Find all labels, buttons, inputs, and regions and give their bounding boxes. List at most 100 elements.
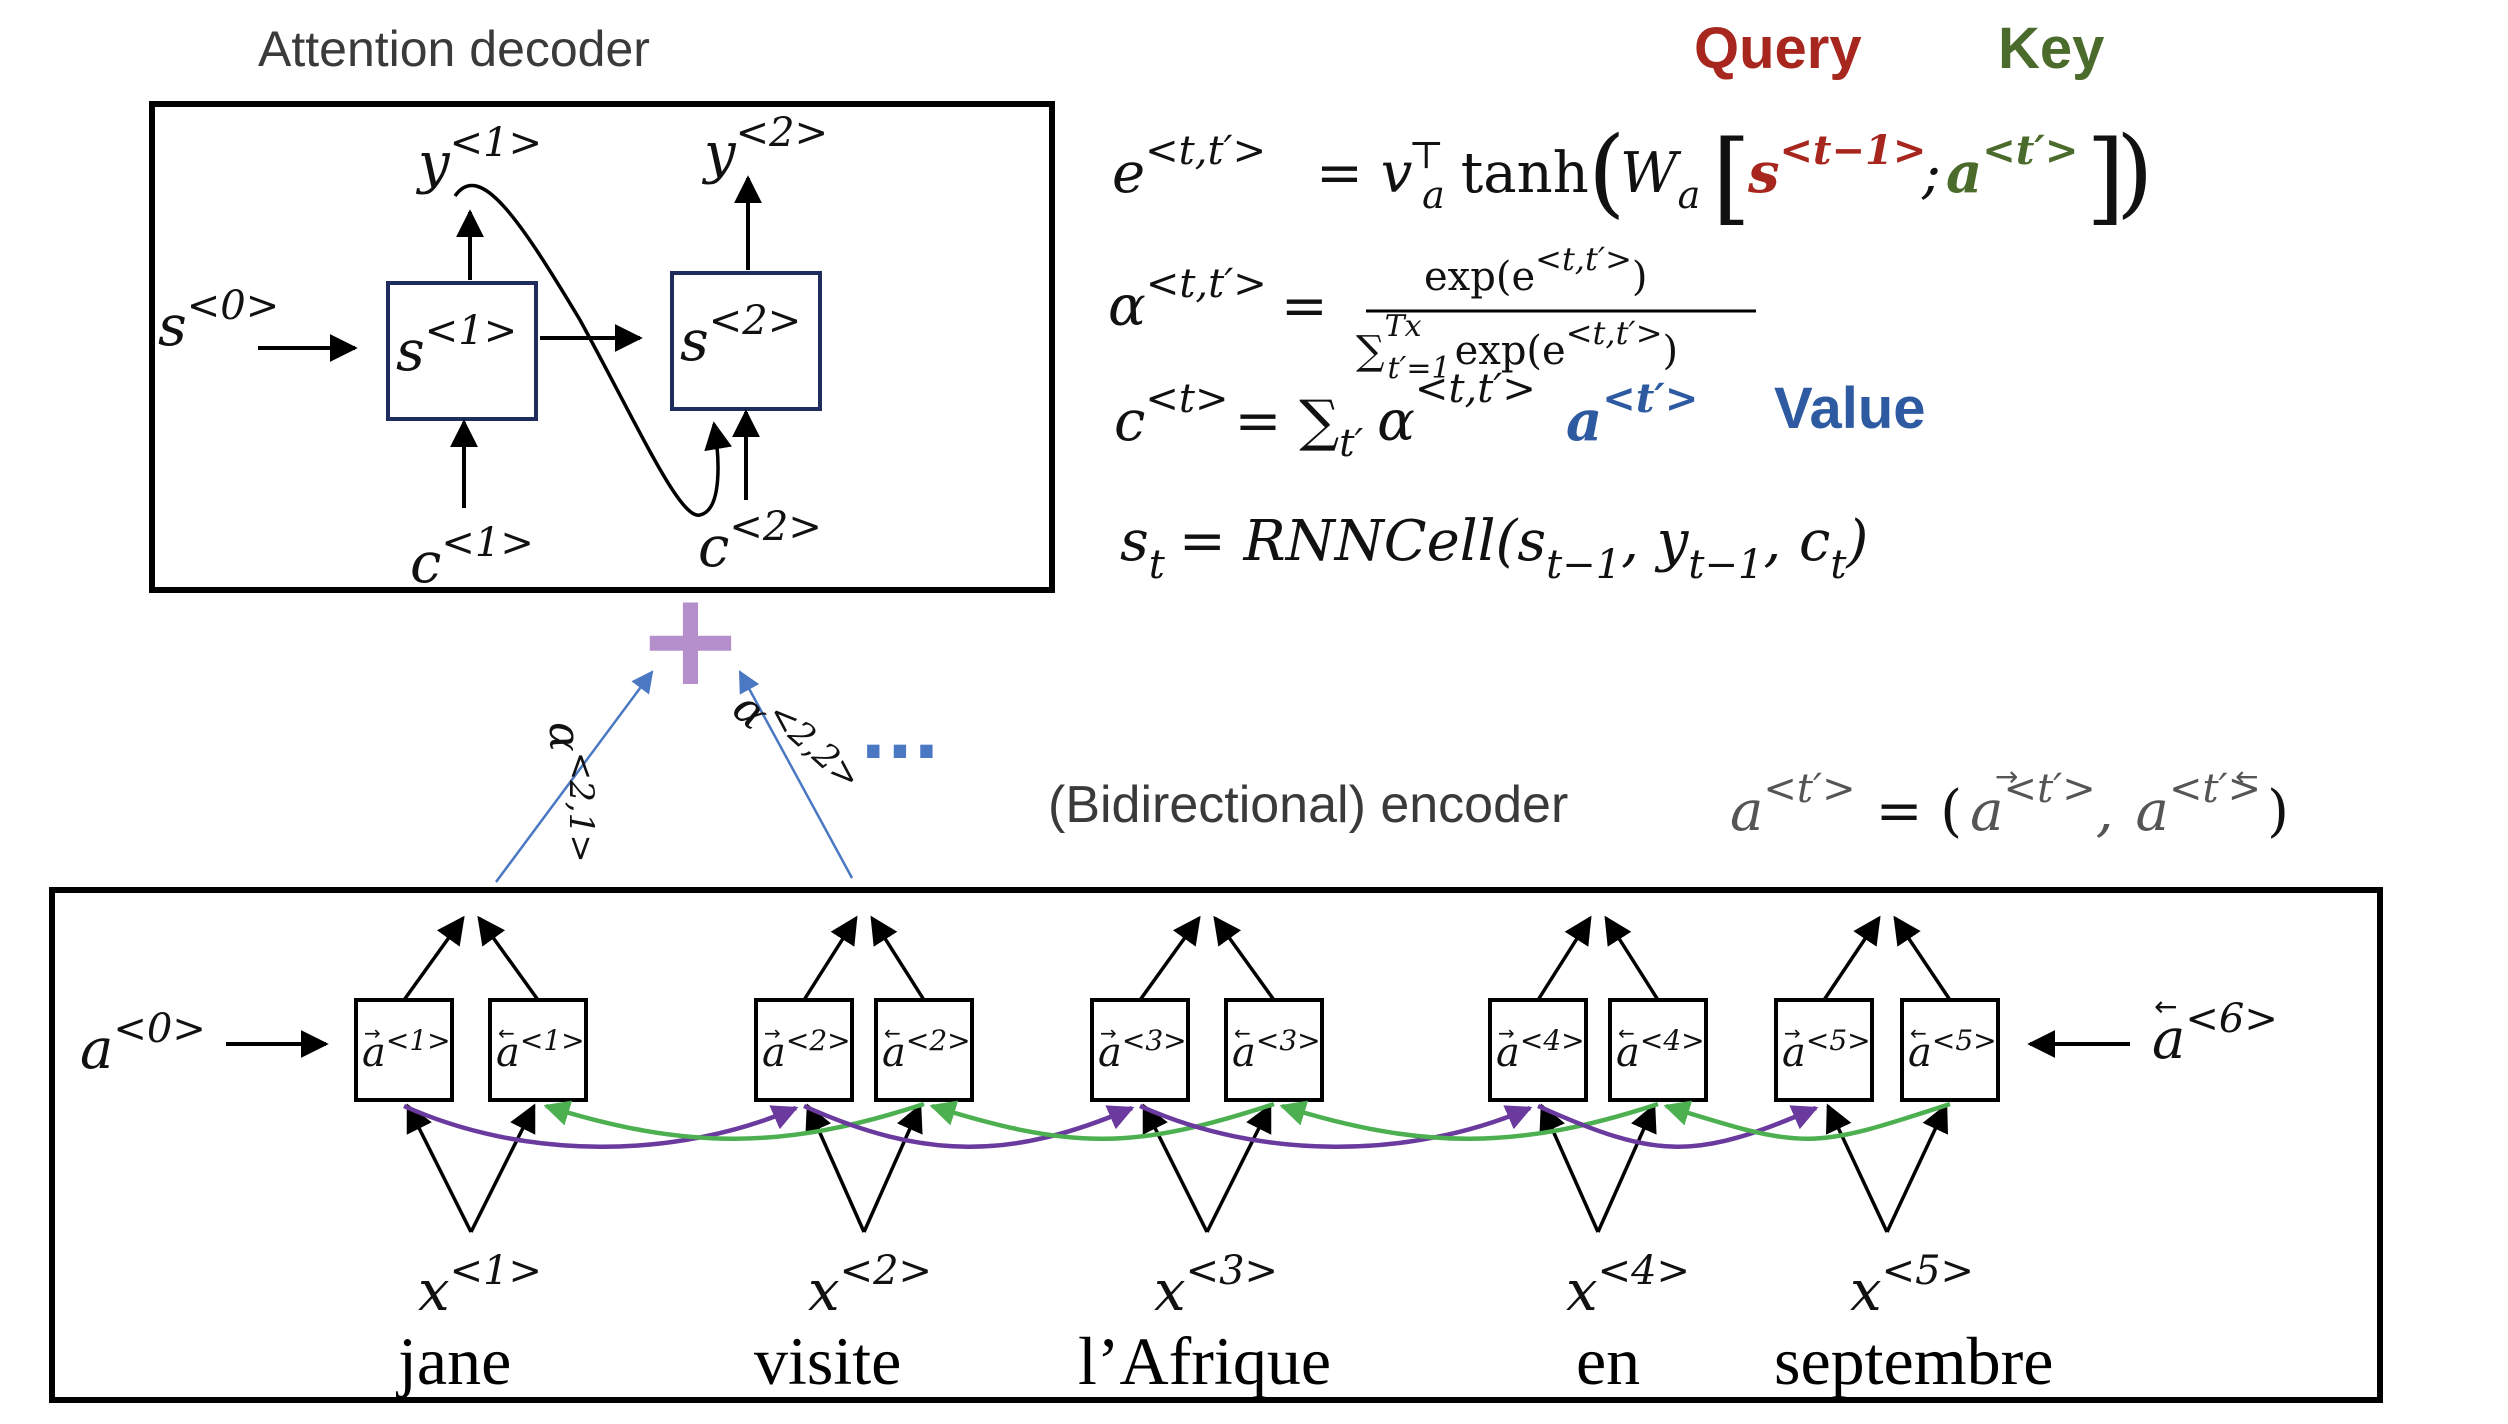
decoder-s2-label: s<2> [680, 298, 801, 374]
encoder-backward-output-arrow-1 [477, 915, 540, 1002]
encoder-backward-cell-5 [1900, 998, 2000, 1102]
encoder-word-5: septembre [1774, 1323, 2053, 1399]
encoder-input-label-5: x<5> [1850, 1248, 1974, 1324]
encoder-forward-label-3: a<3> [1098, 1024, 1187, 1076]
encoder-title: (Bidirectional) encoder [1048, 776, 1568, 834]
encoder-input-label-1: x<1> [418, 1248, 542, 1324]
attention-line-1 [494, 670, 654, 883]
eq-c: c<t> = ∑t′ α<t,t′> [1114, 366, 1536, 465]
forward-recurrence-arrow-2 [803, 1103, 1135, 1149]
encoder-backward-label-3-direction-icon: ← [1234, 1021, 1251, 1045]
encoder-backward-label-1: a<1> [496, 1024, 585, 1076]
decoder-frame [149, 101, 1055, 593]
encoder-definition: a<t′> = (a<t′>, a<t′>) [1730, 766, 2289, 844]
encoder-backward-label-5-direction-icon: ← [1910, 1021, 1927, 1045]
encoder-forward-label-2: a<2> [762, 1024, 851, 1076]
encoder-forward-label-5-direction-icon: → [1784, 1021, 1801, 1045]
legend-key: Key [1998, 16, 2104, 81]
encoder-word-4: en [1576, 1323, 1640, 1399]
encoder-backward-label-4: a<4> [1616, 1024, 1705, 1076]
encoder-forward-cell-5 [1774, 998, 1874, 1102]
encoder-forward-label-4-direction-icon: → [1498, 1021, 1515, 1045]
eq-e-bracket-open: [ [1712, 119, 1751, 236]
encoder-input-backward-arrow-3 [1205, 1103, 1272, 1233]
encoder-word-1: jane [396, 1323, 511, 1399]
encoder-backward-label-1-direction-icon: ← [498, 1021, 515, 1045]
attention-dots: ... [860, 693, 940, 775]
encoder-input-backward-arrow-5 [1885, 1103, 1948, 1233]
encoder-forward-label-2-direction-icon: → [764, 1021, 781, 1045]
encoder-backward-output-arrow-2 [870, 915, 926, 1001]
encoder-backward-label-3: a<3> [1232, 1024, 1321, 1076]
encoder-input-forward-arrow-1 [406, 1103, 473, 1233]
attention-weight-2: α<2,2> [723, 674, 869, 814]
encoder-backward-output-arrow-5 [1893, 915, 1952, 1001]
eq-e: e<t,t′> [1112, 128, 1266, 206]
forward-recurrence-arrow-4 [1537, 1103, 1819, 1149]
eq-s-rule: st = RNNCell(st−1, yt−1, ct) [1120, 509, 1868, 588]
attention-weight-1: α<2,1> [539, 722, 601, 863]
encoder-backward-output-arrow-3 [1213, 915, 1276, 1002]
eq-alpha-denominator: ∑Tx t′=1 exp(e<t,t′>) [1356, 309, 1678, 386]
encoder-forward-label-4: a<4> [1496, 1024, 1585, 1076]
encoder-forward-label-1-direction-icon: → [364, 1021, 381, 1045]
encoder-a0-label: a<0> [80, 1006, 206, 1082]
backward-recurrence-arrow-4 [1663, 1100, 1951, 1141]
encoder-input-label-2: x<2> [808, 1248, 932, 1324]
encoder-forward-label-1: a<1> [362, 1024, 451, 1076]
encoder-input-forward-arrow-5 [1826, 1103, 1889, 1233]
decoder-c2-label: c<2> [698, 504, 822, 580]
decoder-s0-label: s<0> [158, 283, 279, 359]
encoder-input-forward-arrow-2 [805, 1103, 866, 1233]
encoder-forward-output-arrow-3 [1138, 915, 1201, 1002]
encoder-def-bwd-arrow: ← [2235, 760, 2258, 793]
legend-value: Value [1774, 376, 1926, 441]
encoder-frame [49, 887, 2383, 1403]
encoder-backward-cell-2 [874, 998, 974, 1102]
legend-query: Query [1694, 16, 1862, 81]
encoder-backward-cell-3 [1224, 998, 1324, 1102]
eq-e-bracket-close: ] [2086, 119, 2125, 236]
forward-recurrence-arrow-3 [1139, 1103, 1533, 1149]
eq-c-a: a<t′> [1566, 375, 1698, 454]
decoder-c1-label: c<1> [410, 520, 534, 596]
forward-recurrence-arrow-1 [403, 1103, 799, 1149]
decoder-cell-s2 [670, 271, 822, 411]
encoder-backward-label-4-direction-icon: ← [1618, 1021, 1635, 1045]
encoder-def-fwd-arrow: → [1995, 760, 2018, 793]
eq-alpha-numerator: exp(e<t,t′>) [1424, 240, 1648, 300]
backward-recurrence-arrow-1 [543, 1100, 925, 1141]
eq-alpha: α<t,t′> = [1108, 261, 1328, 339]
eq-e-W: Wa [1620, 141, 1700, 217]
encoder-forward-output-arrow-4 [1536, 915, 1592, 1001]
encoder-backward-label-5: a<5> [1908, 1024, 1997, 1076]
encoder-backward-label-2: a<2> [882, 1024, 971, 1076]
encoder-a6-bwd-arrow: ← [2154, 990, 2177, 1023]
eq-e-paren-close: ) [2116, 116, 2153, 228]
encoder-forward-label-3-direction-icon: → [1100, 1021, 1117, 1045]
encoder-forward-cell-2 [754, 998, 854, 1102]
eq-e-paren-open: ( [1588, 116, 1625, 228]
encoder-backward-label-2-direction-icon: ← [884, 1021, 901, 1045]
encoder-word-3: l’Afrique [1078, 1323, 1331, 1399]
encoder-input-forward-arrow-3 [1142, 1103, 1209, 1233]
encoder-input-backward-arrow-1 [469, 1103, 536, 1233]
encoder-a6-label: a<6> [2152, 996, 2278, 1072]
attention-plus: + [636, 563, 745, 715]
backward-recurrence-arrow-3 [1279, 1100, 1659, 1141]
y1-feedback-curve [453, 183, 732, 517]
encoder-input-label-4: x<4> [1566, 1248, 1690, 1324]
encoder-input-label-3: x<3> [1154, 1248, 1278, 1324]
encoder-backward-output-arrow-4 [1604, 915, 1660, 1001]
encoder-input-backward-arrow-2 [862, 1103, 923, 1233]
decoder-title: Attention decoder [258, 21, 650, 77]
encoder-forward-cell-3 [1090, 998, 1190, 1102]
eq-e-rhs: = v⊤ a tanh [1316, 133, 1589, 217]
decoder-s1-label: s<1> [396, 308, 517, 384]
encoder-forward-output-arrow-1 [402, 915, 465, 1002]
backward-recurrence-arrow-2 [929, 1100, 1275, 1141]
eq-e-s: s<t−1> [1747, 127, 1926, 206]
encoder-forward-output-arrow-2 [802, 915, 858, 1001]
